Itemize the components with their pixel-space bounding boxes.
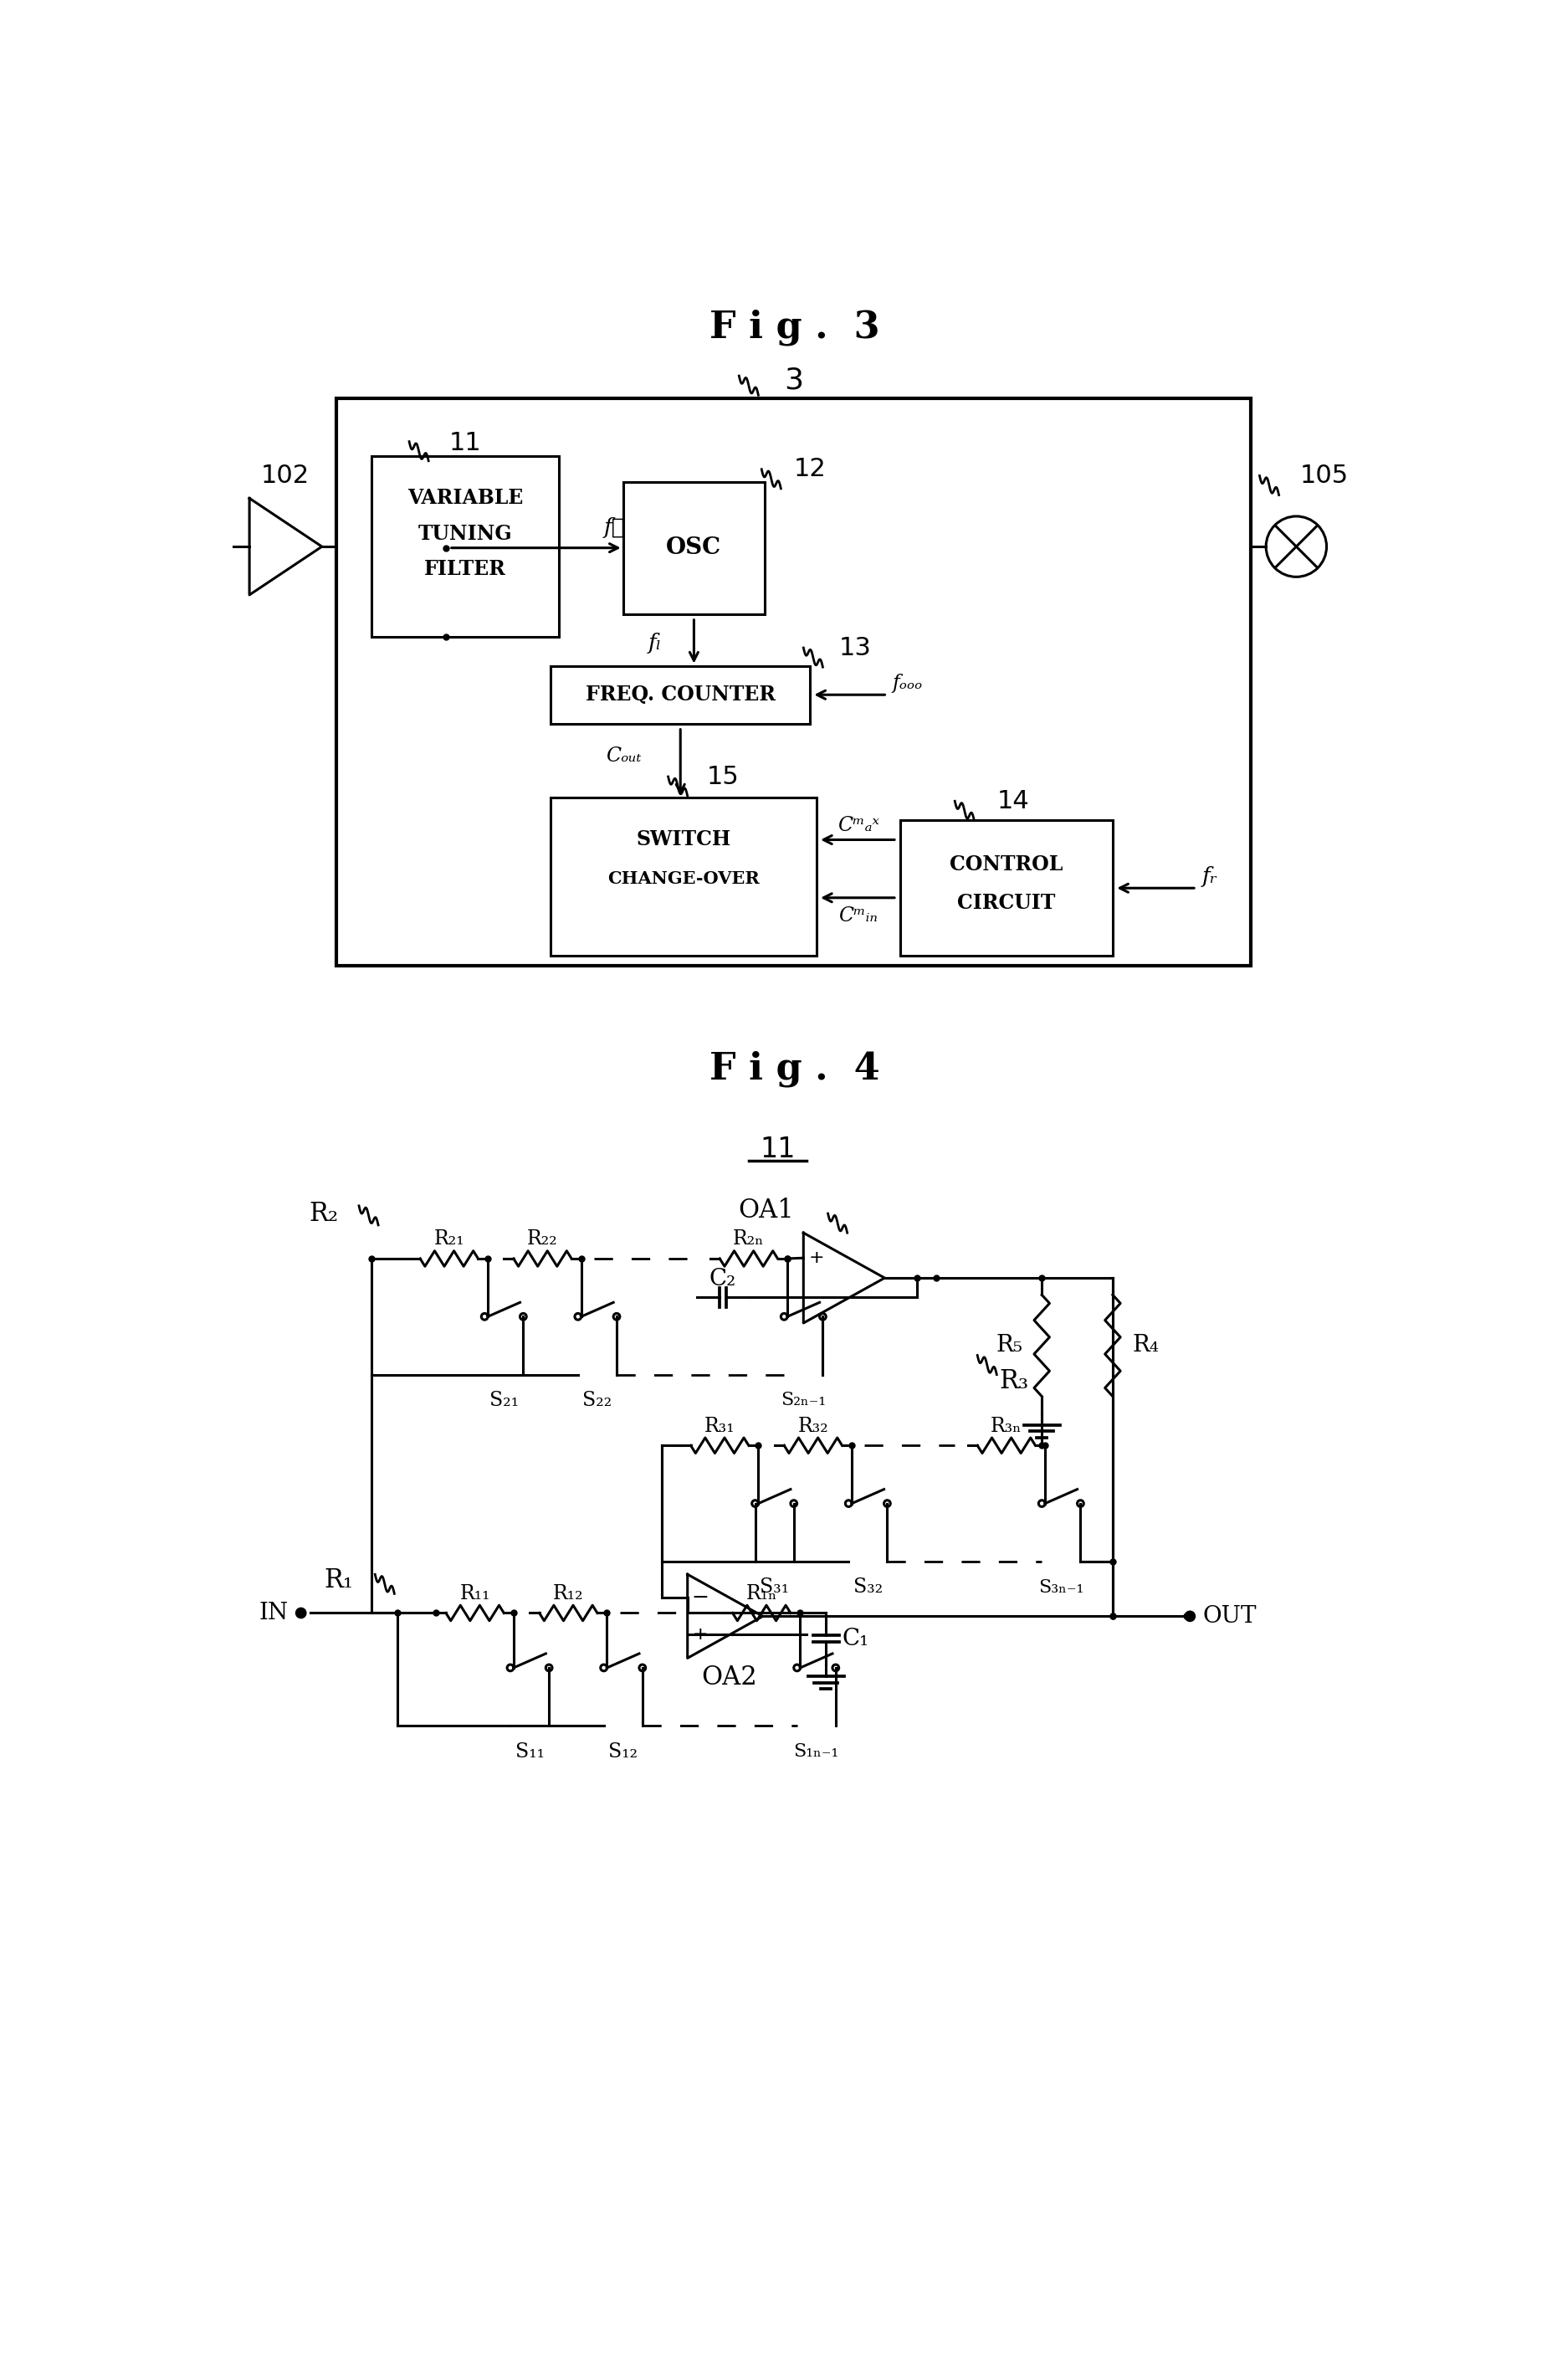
Text: R₃₁: R₃₁ [705,1416,736,1435]
Text: R₅: R₅ [996,1335,1023,1357]
Text: −: − [807,1288,826,1309]
Text: C₁: C₁ [843,1628,869,1649]
Text: R₃ₙ: R₃ₙ [990,1416,1023,1435]
Text: S₃ₙ₋₁: S₃ₙ₋₁ [1038,1578,1083,1597]
Text: S₃₁: S₃₁ [760,1578,788,1597]
Bar [900,821,1113,957]
Text: fₗ: fₗ [649,633,661,654]
Text: S₁ₙ₋₁: S₁ₙ₋₁ [793,1742,840,1761]
Bar [372,457,559,638]
Bar [551,797,816,957]
Text: TUNING: TUNING [417,524,512,543]
Circle shape [1184,1611,1195,1621]
Text: OA2: OA2 [702,1664,757,1690]
Text: S₁₁: S₁₁ [515,1742,545,1761]
Text: OA1: OA1 [737,1197,793,1223]
Text: CIRCUIT: CIRCUIT [958,892,1055,914]
Text: 12: 12 [793,457,826,481]
Text: R₄: R₄ [1131,1335,1159,1357]
Text: Cᵐᵢₙ: Cᵐᵢₙ [838,907,878,926]
Bar [622,483,765,614]
Text: C₂: C₂ [709,1269,736,1290]
Text: 14: 14 [996,788,1029,814]
Text: R₂₁: R₂₁ [435,1230,464,1249]
Text: R₁ₙ: R₁ₙ [747,1585,778,1604]
Text: 15: 15 [706,764,739,788]
Text: R₁₂: R₁₂ [553,1585,584,1604]
Text: F i g .  4: F i g . 4 [709,1050,880,1088]
Text: FILTER: FILTER [424,559,506,578]
Text: R₁₁: R₁₁ [459,1585,490,1604]
Text: F i g .  3: F i g . 3 [709,309,880,345]
Text: R₁: R₁ [324,1568,354,1595]
Text: Cᵐₐˣ: Cᵐₐˣ [838,816,878,835]
Text: −: − [692,1587,709,1609]
Text: S₂₂: S₂₂ [582,1390,611,1409]
Text: CHANGE-OVER: CHANGE-OVER [607,871,759,888]
Text: 3: 3 [784,367,804,395]
Text: fₒₒₒ: fₒₒₒ [892,674,922,693]
Text: 11: 11 [449,431,481,455]
Circle shape [296,1609,306,1618]
Text: +: + [809,1250,824,1266]
Text: 102: 102 [261,464,309,488]
Text: R₃: R₃ [999,1368,1029,1395]
Text: S₃₂: S₃₂ [854,1578,883,1597]
Text: R₂ₙ: R₂ₙ [733,1230,765,1249]
Text: FREQ. COUNTER: FREQ. COUNTER [585,685,776,704]
Bar [337,397,1251,966]
Text: OSC: OSC [666,536,722,559]
Text: S₂₁: S₂₁ [489,1390,518,1409]
Text: 105: 105 [1299,464,1349,488]
Text: SWITCH: SWITCH [636,831,731,850]
Text: R₂: R₂ [309,1200,338,1226]
Text: S₁₂: S₁₂ [608,1742,638,1761]
Text: S₂ₙ₋₁: S₂ₙ₋₁ [781,1392,826,1409]
Text: R₃₂: R₃₂ [798,1416,829,1435]
Text: 13: 13 [840,635,871,659]
Text: fᵣ: fᵣ [1201,866,1217,888]
Text: VARIABLE: VARIABLE [407,488,523,509]
Text: 11: 11 [760,1135,796,1164]
Bar [551,666,810,724]
Text: +: + [692,1626,708,1642]
Text: R₂₂: R₂₂ [528,1230,557,1249]
Text: Cₒᵤₜ: Cₒᵤₜ [607,747,643,766]
Text: f₟: f₟ [604,516,625,538]
Text: OUT: OUT [1203,1604,1257,1628]
Text: IN: IN [259,1602,289,1623]
Text: CONTROL: CONTROL [950,854,1063,873]
